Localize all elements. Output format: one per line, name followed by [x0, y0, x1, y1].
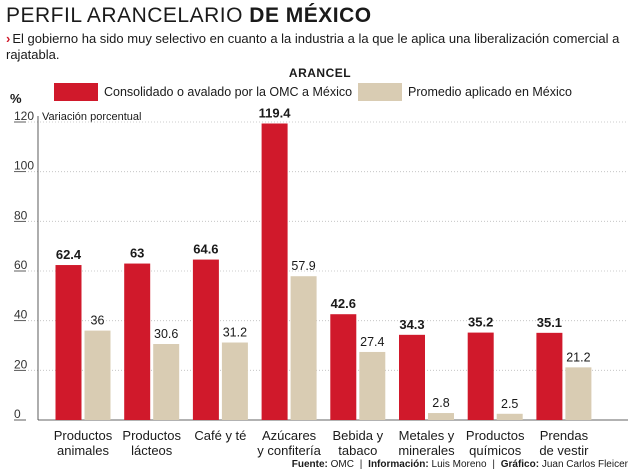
- x-tick-label: químicos: [469, 443, 522, 458]
- title-bold: DE MÉXICO: [249, 4, 372, 27]
- data-label-promedio: 2.8: [432, 396, 449, 410]
- data-label-promedio: 57.9: [291, 259, 315, 273]
- data-label-consolidado: 35.1: [537, 315, 562, 330]
- chevron-right-icon: ›: [6, 31, 11, 46]
- y-tick-label: 80: [14, 208, 28, 222]
- legend-label-series-2: Promedio aplicado en México: [408, 85, 572, 99]
- bar-consolidado: [330, 314, 357, 420]
- x-tick-label: Bebida y: [333, 428, 384, 443]
- legend-label-series-1: Consolidado o avalado por la OMC a Méxic…: [104, 85, 353, 99]
- y-tick-label: 60: [14, 258, 28, 272]
- bar-promedio: [153, 344, 180, 420]
- bar-consolidado: [399, 334, 425, 420]
- bar-consolidado: [261, 123, 288, 421]
- data-label-promedio: 27.4: [360, 335, 384, 349]
- legend-swatch-series-2: [358, 83, 402, 101]
- y-tick-label: 40: [14, 308, 28, 322]
- x-tick-label: Metales y: [399, 428, 455, 443]
- data-label-consolidado: 35.2: [468, 315, 493, 330]
- y-tick-label: 0: [14, 407, 21, 421]
- legend-section-title: ARANCEL: [288, 66, 352, 80]
- y-tick-label: 100: [14, 159, 34, 173]
- x-tick-label: Prendas: [540, 428, 589, 443]
- info-label: Información:: [368, 459, 429, 470]
- data-label-promedio: 2.5: [501, 397, 518, 411]
- x-tick-label: animales: [57, 443, 110, 458]
- bar-promedio: [428, 413, 454, 420]
- x-tick-label: de vestir: [539, 443, 589, 458]
- bar-consolidado: [124, 263, 151, 420]
- data-label-consolidado: 119.4: [259, 105, 292, 120]
- data-label-promedio: 31.2: [223, 326, 247, 340]
- bar-promedio: [359, 351, 386, 420]
- data-label-promedio: 21.2: [566, 350, 590, 364]
- bar-consolidado: [192, 259, 219, 420]
- chart-subtitle: › El gobierno ha sido muy selectivo en cu…: [6, 31, 626, 63]
- bar-promedio: [84, 330, 111, 420]
- data-label-consolidado: 64.6: [193, 242, 218, 257]
- y-axis-unit-symbol: %: [10, 91, 22, 106]
- credits-footer: Fuente: OMC | Información: Luis Moreno |…: [292, 459, 628, 470]
- bar-promedio: [565, 367, 592, 420]
- title-light: PERFIL ARANCELARIO: [6, 4, 250, 27]
- bar-promedio: [290, 276, 317, 420]
- subtitle-text: El gobierno ha sido muy selectivo en cua…: [6, 31, 620, 62]
- data-label-consolidado: 34.3: [399, 317, 424, 332]
- x-tick-label: Azúcares: [262, 428, 317, 443]
- footer-separator: |: [359, 459, 363, 470]
- data-label-promedio: 30.6: [154, 327, 178, 341]
- data-label-promedio: 36: [91, 314, 105, 328]
- data-label-consolidado: 62.4: [56, 247, 82, 262]
- y-axis-label: Variación porcentual: [42, 111, 142, 123]
- data-label-consolidado: 63: [130, 246, 144, 261]
- chart-title: PERFIL ARANCELARIO DE MÉXICO: [6, 4, 372, 28]
- source-value: OMC: [330, 459, 354, 470]
- bar-consolidado: [467, 332, 494, 420]
- bar-consolidado: [536, 332, 563, 420]
- x-tick-label: Productos: [54, 428, 113, 443]
- x-tick-label: y confitería: [257, 443, 321, 458]
- x-tick-label: Café y té: [194, 428, 246, 443]
- y-tick-label: 20: [14, 357, 28, 371]
- x-tick-label: minerales: [398, 443, 455, 458]
- x-tick-label: Productos: [466, 428, 525, 443]
- graphic-label: Gráfico:: [500, 459, 540, 470]
- footer-separator: |: [492, 459, 495, 470]
- y-tick-label: 120: [14, 109, 34, 123]
- x-tick-label: Productos: [122, 428, 181, 443]
- x-tick-label: lácteos: [131, 443, 173, 458]
- bar-promedio: [221, 342, 248, 420]
- bar-consolidado: [55, 265, 82, 420]
- x-tick-label: tabaco: [338, 443, 377, 458]
- data-label-consolidado: 42.6: [331, 296, 356, 311]
- source-label: Fuente:: [291, 459, 328, 470]
- legend-swatch-series-1: [54, 83, 98, 101]
- info-value: Luis Moreno: [431, 459, 487, 470]
- bar-promedio: [496, 413, 523, 420]
- graphic-value: Juan Carlos Fleicer: [541, 459, 628, 470]
